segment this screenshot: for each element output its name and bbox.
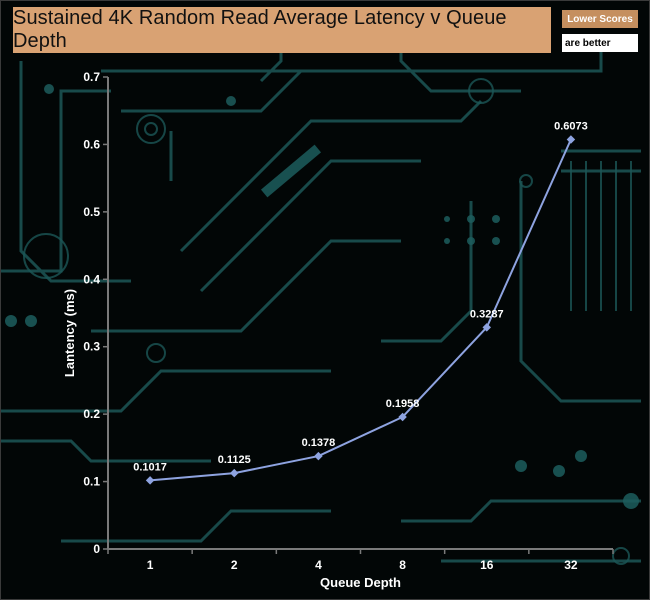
chart-title-box: Sustained 4K Random Read Average Latency… [13, 7, 551, 53]
y-tick-label: 0.7 [83, 70, 100, 84]
y-tick-label: 0.6 [83, 137, 100, 151]
series-line [149, 139, 572, 482]
data-label: 0.6073 [554, 121, 588, 133]
data-point [145, 476, 155, 485]
y-tick-label: 0.5 [83, 205, 100, 219]
x-tick-label: 1 [147, 558, 154, 572]
are-better-note: are better [562, 34, 638, 52]
x-tick-label: 8 [399, 558, 406, 572]
x-tick-label: 2 [231, 558, 238, 572]
data-point [314, 451, 323, 461]
data-label: 0.1378 [302, 437, 336, 449]
y-axis-label: Lantency (ms) [62, 289, 77, 377]
lower-scores-note: Lower Scores [562, 10, 638, 28]
x-axis-label: Queue Depth [320, 575, 401, 590]
data-point [398, 412, 407, 422]
data-label: 0.1125 [218, 454, 251, 466]
x-tick-label: 32 [564, 558, 578, 572]
y-tick-label: 0.4 [83, 272, 100, 286]
data-point [482, 323, 491, 332]
y-tick-label: 0.2 [83, 407, 100, 421]
data-point [566, 135, 576, 144]
x-tick-label: 16 [480, 558, 494, 572]
data-label: 0.3287 [470, 308, 504, 320]
chart-title: Sustained 4K Random Read Average Latency… [13, 7, 507, 52]
data-label: 0.1958 [386, 398, 420, 410]
data-point [230, 468, 239, 478]
y-tick-label: 0.3 [83, 340, 100, 354]
data-label: 0.1017 [133, 461, 167, 473]
y-tick-label: 0.1 [83, 475, 100, 489]
x-tick-label: 4 [315, 558, 322, 572]
y-tick-label: 0 [93, 542, 100, 556]
